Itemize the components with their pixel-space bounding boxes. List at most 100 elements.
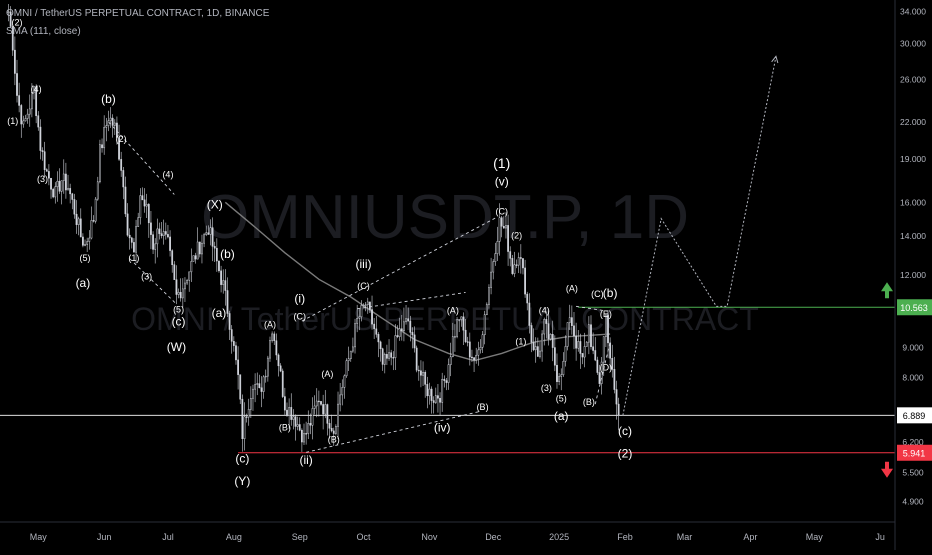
candle-body [45, 169, 48, 172]
y-tick-label: 34.000 [900, 7, 926, 17]
candle-body [171, 250, 174, 265]
candle-body [377, 334, 380, 343]
candle-body [232, 341, 235, 346]
price-tag-label: 10.563 [900, 303, 928, 313]
candle-body [141, 195, 144, 201]
candle-body [551, 334, 554, 348]
candle-body [609, 342, 612, 359]
candle-body [167, 234, 169, 238]
candle-body [101, 144, 103, 149]
candle-body [181, 288, 184, 299]
candle-body [441, 378, 444, 403]
wave-label: (Y) [234, 474, 250, 488]
candle-body [130, 237, 133, 243]
candle-body [424, 372, 427, 385]
x-tick-label: Feb [617, 532, 633, 542]
candle-body [52, 188, 55, 198]
wave-label: (b) [603, 286, 618, 300]
candle-body [585, 341, 588, 347]
candle-body [67, 188, 69, 191]
candle-body [288, 407, 291, 416]
candle-body [375, 328, 378, 335]
watermark-symbol: OMNIUSDT.P, 1D [201, 183, 689, 252]
candle-body [300, 429, 303, 443]
wave-dashed-line [301, 216, 498, 322]
y-tick-label: 6.200 [902, 437, 924, 447]
wave-label: (2) [618, 446, 633, 460]
wave-label: (B) [328, 434, 340, 444]
candle-body [568, 317, 571, 323]
candle-body [388, 352, 390, 359]
wave-label: (i) [294, 291, 305, 305]
candle-body [524, 267, 526, 295]
candle-body [137, 217, 140, 227]
candle-body [415, 347, 418, 371]
candle-body [303, 433, 305, 443]
x-tick-label: Sep [292, 532, 308, 542]
wave-label: (1) [7, 116, 18, 126]
candle-body [560, 374, 563, 377]
candle-body [164, 231, 167, 235]
candle-body [228, 313, 231, 330]
candle-body [43, 151, 46, 170]
candle-body [22, 120, 25, 125]
x-tick-label: Jul [162, 532, 174, 542]
candle-body [41, 150, 44, 152]
candle-body [226, 290, 229, 314]
candle-body [143, 199, 146, 207]
wave-dashed-line [576, 305, 609, 312]
candle-body [358, 316, 361, 319]
y-tick-label: 8.000 [902, 373, 924, 383]
wave-label: (v) [495, 175, 509, 189]
candle-body [577, 341, 580, 349]
wave-label: (B) [477, 402, 489, 412]
candle-body [198, 241, 201, 255]
candle-body [194, 255, 197, 260]
candle-body [426, 384, 429, 397]
candle-body [96, 181, 99, 200]
candle-body [39, 126, 42, 151]
candle-body [556, 364, 558, 382]
x-tick-label: 2025 [549, 532, 569, 542]
candle-body [245, 416, 248, 418]
candle-body [88, 237, 91, 242]
candle-body [24, 118, 27, 122]
candle-body [254, 384, 256, 390]
support-arrow-down-icon [881, 461, 893, 478]
wave-label: (A) [566, 283, 578, 293]
candle-body [354, 323, 356, 348]
candle-body [449, 356, 452, 365]
indicator-legend[interactable]: SMA (111, close) [6, 26, 81, 37]
candle-body [471, 356, 473, 359]
wave-dashed-line [108, 121, 175, 195]
candle-body [581, 353, 584, 358]
wave-label: (D) [600, 363, 613, 373]
candle-body [258, 383, 261, 389]
candle-body [62, 173, 65, 181]
candle-body [209, 227, 212, 235]
candle-body [292, 416, 295, 420]
candle-body [277, 354, 280, 367]
candle-body [120, 159, 123, 171]
x-tick-label: May [30, 532, 48, 542]
candle-body [50, 177, 52, 190]
wave-label: (3) [541, 383, 552, 393]
projection-arrowhead [771, 55, 779, 64]
candle-body [392, 357, 395, 359]
wave-label: (iii) [356, 257, 372, 271]
candle-body [477, 349, 480, 356]
wave-label: (2) [116, 134, 127, 144]
resistance-arrow-up-icon [881, 282, 893, 299]
candles [7, 3, 620, 452]
candle-body [468, 341, 471, 358]
candle-body [279, 365, 282, 372]
candle-body [383, 354, 386, 365]
candle-body [579, 341, 582, 354]
wave-label: (A) [447, 306, 459, 316]
candle-body [162, 231, 165, 236]
candle-body [260, 387, 263, 392]
candle-body [60, 180, 63, 192]
candle-body [611, 358, 614, 370]
